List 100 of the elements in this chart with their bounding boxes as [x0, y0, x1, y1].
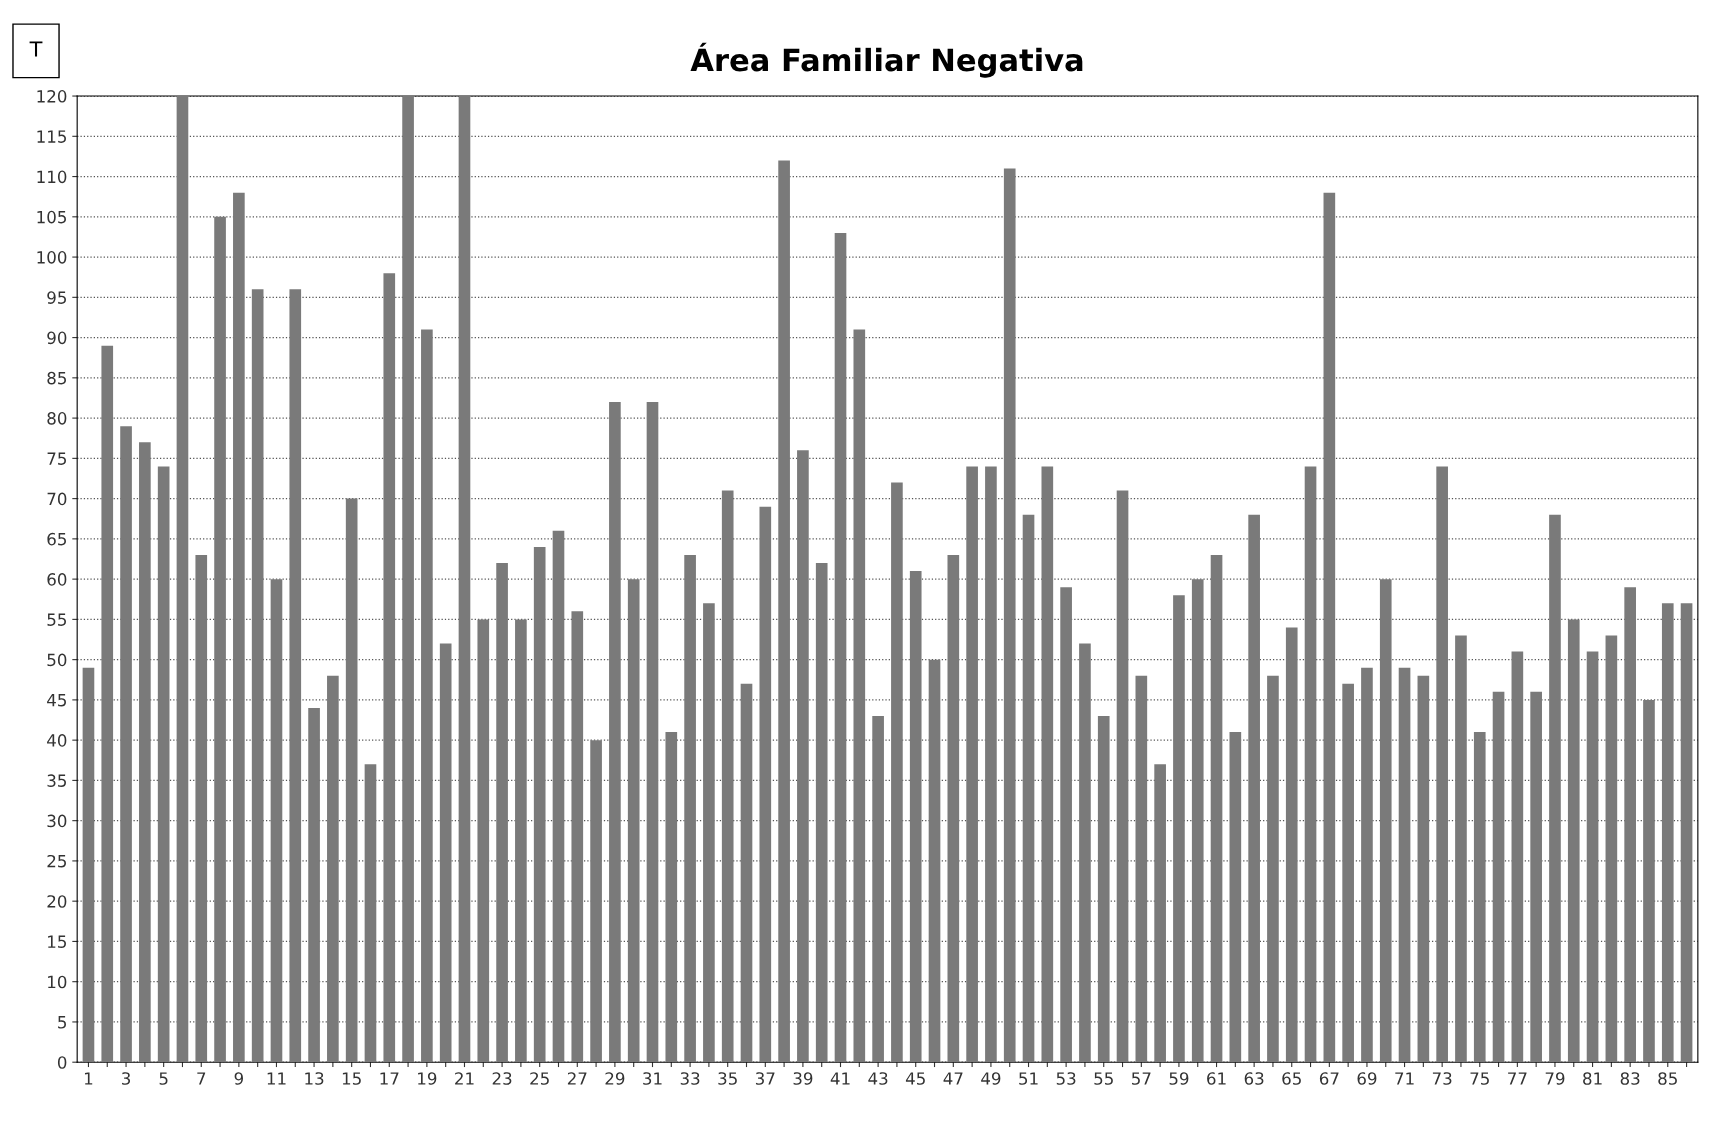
bar	[1661, 603, 1674, 1063]
bar	[1586, 651, 1599, 1063]
y-tick-label: 15	[48, 935, 66, 948]
x-tick-label: 57	[1132, 1072, 1151, 1085]
bar	[308, 707, 320, 1063]
bar	[82, 667, 95, 1063]
bar	[891, 482, 903, 1063]
bar	[590, 740, 602, 1063]
bar	[421, 329, 433, 1063]
x-tick-label: 39	[793, 1072, 813, 1085]
bar	[985, 466, 997, 1063]
bar	[157, 466, 170, 1063]
x-tick-label: 59	[1169, 1072, 1189, 1085]
bar	[1361, 667, 1373, 1063]
x-tick-label: 83	[1620, 1072, 1640, 1085]
x-tick-label: 77	[1508, 1072, 1527, 1085]
y-tick-label: 115	[37, 130, 66, 143]
x-tick-label: 65	[1282, 1072, 1301, 1085]
bar	[439, 643, 452, 1063]
bar	[1492, 691, 1505, 1063]
bar	[1680, 603, 1693, 1063]
x-tick-label: 67	[1319, 1072, 1339, 1085]
x-tick-label: 79	[1545, 1072, 1565, 1085]
bar	[214, 216, 226, 1063]
x-tick-label: 3	[122, 1072, 131, 1085]
bar	[139, 442, 151, 1063]
bar	[477, 619, 490, 1063]
y-tick-label: 70	[47, 492, 67, 506]
y-tick-label: 95	[47, 291, 66, 304]
bar	[1173, 595, 1185, 1063]
bar	[1267, 675, 1279, 1063]
bar	[101, 345, 114, 1063]
bar	[1530, 691, 1542, 1063]
bar	[383, 273, 396, 1063]
bar	[1285, 627, 1298, 1063]
bar	[1605, 635, 1618, 1063]
bar	[515, 619, 527, 1063]
y-tick-label: 0	[57, 1056, 67, 1069]
y-tick-label: 20	[47, 895, 67, 908]
bar	[1624, 587, 1636, 1063]
bar	[533, 546, 546, 1063]
bar	[289, 289, 302, 1063]
bar	[759, 506, 772, 1063]
bar	[684, 554, 696, 1063]
x-tick-label: 51	[1019, 1072, 1038, 1085]
x-tick-label: 21	[455, 1072, 474, 1085]
y-tick-label: 65	[47, 532, 66, 546]
bar	[1436, 466, 1448, 1063]
bar	[1323, 192, 1336, 1063]
bar	[703, 603, 715, 1063]
bar	[458, 96, 471, 1063]
x-tick-label: 69	[1357, 1072, 1377, 1085]
bar	[1097, 716, 1110, 1063]
x-tick-label: 19	[418, 1072, 437, 1085]
bar	[853, 329, 866, 1063]
bar	[176, 96, 189, 1063]
bar	[1210, 554, 1223, 1063]
y-tick-label: 80	[47, 412, 67, 425]
x-tick-label: 41	[830, 1072, 850, 1085]
bar	[1511, 651, 1524, 1063]
bar	[909, 571, 922, 1063]
bar	[120, 426, 132, 1063]
bar	[1304, 466, 1317, 1063]
y-tick-label: 25	[47, 854, 66, 868]
bar	[1567, 619, 1580, 1063]
y-axis-title: T	[29, 41, 43, 57]
bar	[966, 466, 978, 1063]
bar	[665, 732, 678, 1063]
bar	[609, 402, 621, 1063]
bar	[872, 716, 884, 1063]
x-tick-label: 5	[159, 1072, 168, 1085]
y-tick-label: 110	[37, 170, 67, 184]
x-tick-label: 31	[643, 1072, 662, 1085]
x-tick-label: 35	[718, 1072, 737, 1085]
bar	[627, 579, 640, 1063]
bar	[1398, 667, 1411, 1063]
x-tick-label: 23	[492, 1072, 512, 1085]
chart-title: Área Familiar Negativa	[690, 42, 1083, 78]
bar	[571, 611, 584, 1063]
bar	[402, 96, 414, 1063]
x-tick-label: 85	[1658, 1072, 1677, 1085]
x-tick-label: 63	[1244, 1072, 1264, 1085]
y-tick-label: 105	[37, 210, 66, 224]
bar	[552, 530, 565, 1063]
x-tick-label: 33	[680, 1072, 700, 1085]
x-tick-label: 47	[943, 1072, 963, 1085]
bar	[1455, 635, 1467, 1063]
x-tick-label: 49	[981, 1072, 1001, 1085]
bar	[1079, 643, 1091, 1063]
bar	[1342, 683, 1354, 1063]
bar	[195, 554, 208, 1063]
y-tick-label: 35	[47, 774, 66, 787]
bar	[1022, 514, 1035, 1063]
bar	[1041, 466, 1054, 1063]
x-tick-label: 29	[605, 1072, 625, 1085]
x-tick-label: 11	[267, 1072, 286, 1085]
bar	[740, 683, 753, 1063]
bar	[1154, 764, 1166, 1063]
bar	[1643, 699, 1655, 1063]
y-tick-label: 30	[47, 814, 67, 828]
